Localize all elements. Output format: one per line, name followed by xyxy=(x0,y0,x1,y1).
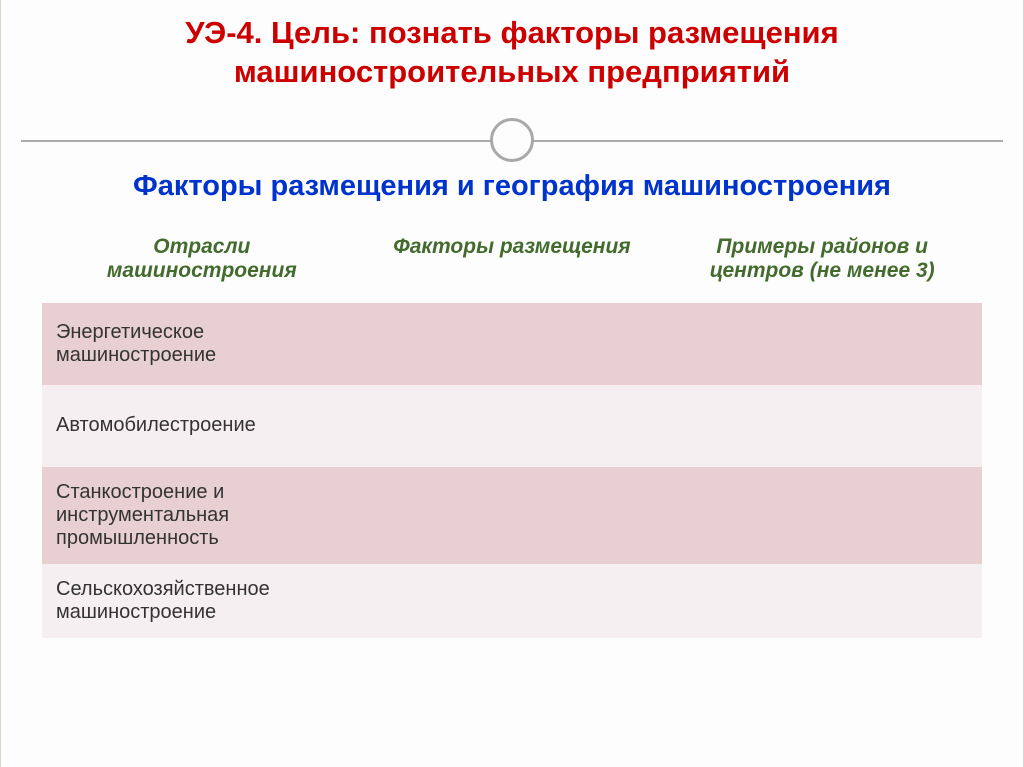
table-row: Автомобилестроение xyxy=(42,385,982,467)
cell-factors xyxy=(362,385,663,467)
slide: УЭ-4. Цель: познать факторы размещения м… xyxy=(0,0,1024,767)
cell-examples xyxy=(662,303,982,385)
cell-branch: Сельскохозяйственное машиностроение xyxy=(42,564,362,638)
title-line-2: машиностроительных предприятий xyxy=(234,54,790,89)
cell-branch: Энергетическое машиностроение xyxy=(42,303,362,385)
cell-factors xyxy=(362,564,663,638)
factors-table: Отрасли машиностроения Факторы размещени… xyxy=(42,227,982,638)
table-row: Энергетическое машиностроение xyxy=(42,303,982,385)
main-title: УЭ-4. Цель: познать факторы размещения м… xyxy=(71,14,953,92)
header: УЭ-4. Цель: познать факторы размещения м… xyxy=(1,0,1023,116)
subtitle: Факторы размещения и география машиностр… xyxy=(41,170,983,203)
cell-examples xyxy=(662,564,982,638)
cell-branch: Станкостроение и инструментальная промыш… xyxy=(42,467,362,564)
col-header-branch: Отрасли машиностроения xyxy=(42,227,362,303)
cell-branch: Автомобилестроение xyxy=(42,385,362,467)
table-body: Энергетическое машиностроение Автомобиле… xyxy=(42,303,982,638)
table-header-row: Отрасли машиностроения Факторы размещени… xyxy=(42,227,982,303)
divider-circle-icon xyxy=(490,118,534,162)
table-row: Станкостроение и инструментальная промыш… xyxy=(42,467,982,564)
divider xyxy=(1,118,1023,162)
cell-factors xyxy=(362,303,663,385)
cell-factors xyxy=(362,467,663,564)
table-row: Сельскохозяйственное машиностроение xyxy=(42,564,982,638)
title-line-1: УЭ-4. Цель: познать факторы размещения xyxy=(185,15,838,50)
col-header-factors: Факторы размещения xyxy=(362,227,663,303)
col-header-examples: Примеры районов и центров (не менее 3) xyxy=(662,227,982,303)
cell-examples xyxy=(662,467,982,564)
cell-examples xyxy=(662,385,982,467)
